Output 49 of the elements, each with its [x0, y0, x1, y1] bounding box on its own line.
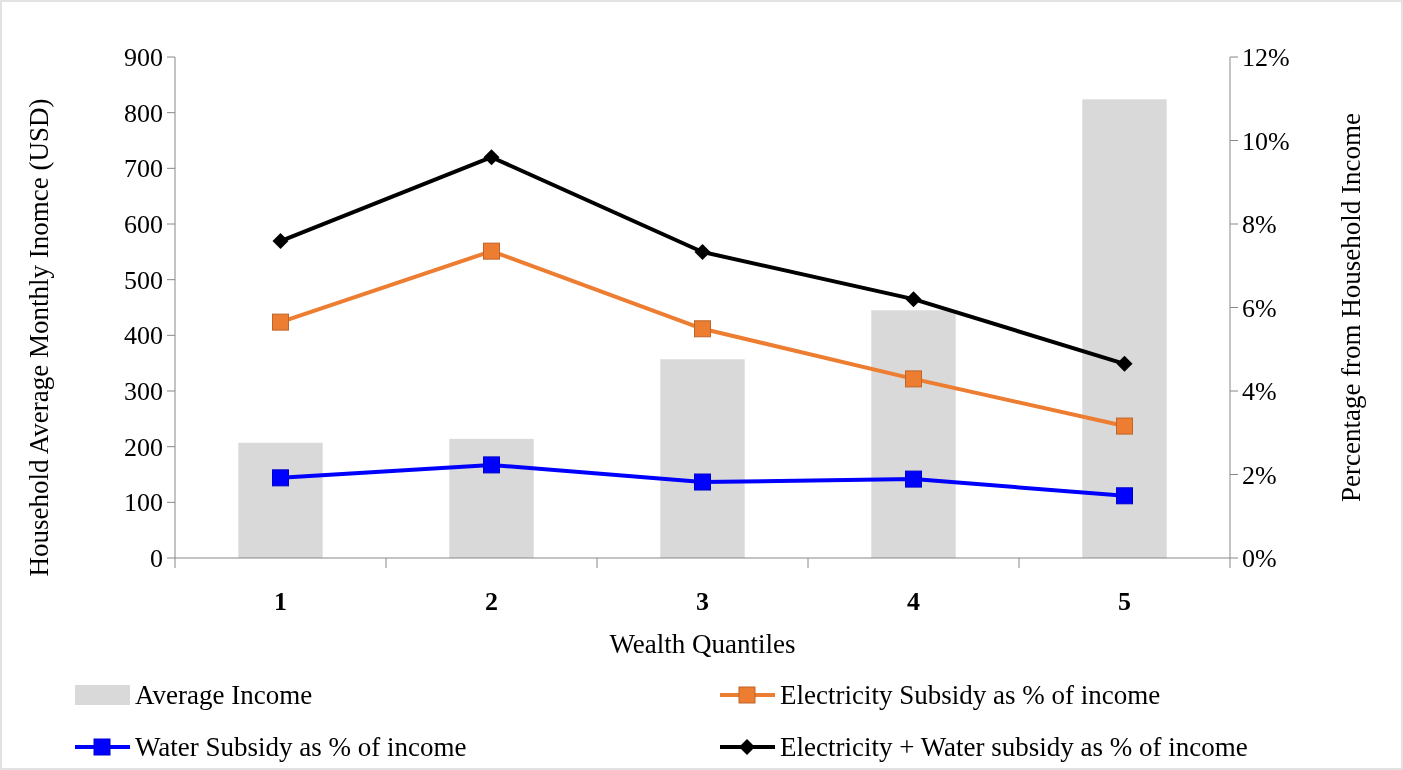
- y2-tick-label: 2%: [1242, 460, 1277, 490]
- y-axis-title: Household Average Monthly Inomce (USD): [24, 98, 54, 577]
- point: [694, 243, 711, 260]
- bar: [1082, 99, 1167, 558]
- y-tick-label: 400: [124, 321, 163, 351]
- y-tick-label: 200: [124, 432, 163, 462]
- y-tick-label: 700: [124, 154, 163, 184]
- point: [483, 149, 500, 166]
- y-tick-label: 900: [124, 43, 163, 73]
- y-tick-label: 800: [124, 98, 163, 128]
- x-tick-label: 3: [696, 587, 709, 616]
- point: [694, 320, 711, 338]
- bar: [660, 359, 745, 558]
- point: [483, 456, 500, 474]
- point: [1116, 417, 1133, 435]
- point: [1116, 487, 1133, 505]
- point: [272, 233, 289, 250]
- point: [905, 291, 922, 308]
- y2-axis-title: Percentage from Household Income: [1336, 112, 1366, 503]
- y-tick-label: 500: [124, 265, 163, 295]
- point: [272, 469, 289, 487]
- x-tick-label: 4: [907, 587, 920, 616]
- y-tick-label: 600: [124, 210, 163, 240]
- point: [694, 473, 711, 491]
- y2-tick-label: 0%: [1242, 544, 1277, 574]
- point: [905, 370, 922, 388]
- point: [483, 242, 500, 260]
- x-tick-label: 5: [1118, 587, 1131, 616]
- y-tick-label: 100: [124, 488, 163, 518]
- y2-tick-label: 8%: [1242, 210, 1277, 240]
- point: [272, 313, 289, 331]
- x-tick-label: 1: [274, 587, 287, 616]
- legend-label: Electricity + Water subsidy as % of income: [780, 732, 1248, 762]
- x-axis-title: Wealth Quantiles: [609, 629, 796, 659]
- bar: [449, 438, 534, 558]
- bar: [238, 442, 323, 558]
- y-tick-label: 0: [150, 544, 163, 574]
- x-tick-label: 2: [485, 587, 498, 616]
- y2-tick-label: 6%: [1242, 293, 1277, 323]
- y-tick-label: 300: [124, 377, 163, 407]
- y2-tick-label: 10%: [1242, 126, 1290, 156]
- legend-label: Water Subsidy as % of income: [135, 732, 467, 762]
- legend-label: Electricity Subsidy as % of income: [780, 680, 1161, 710]
- point: [1116, 355, 1133, 372]
- y2-tick-label: 4%: [1242, 377, 1277, 407]
- legend-label: Average Income: [135, 680, 313, 710]
- bar: [871, 310, 956, 558]
- y2-tick-label: 12%: [1242, 43, 1290, 73]
- point: [905, 470, 922, 488]
